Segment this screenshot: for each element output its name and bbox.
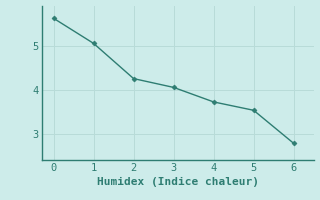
X-axis label: Humidex (Indice chaleur): Humidex (Indice chaleur) [97, 177, 259, 187]
